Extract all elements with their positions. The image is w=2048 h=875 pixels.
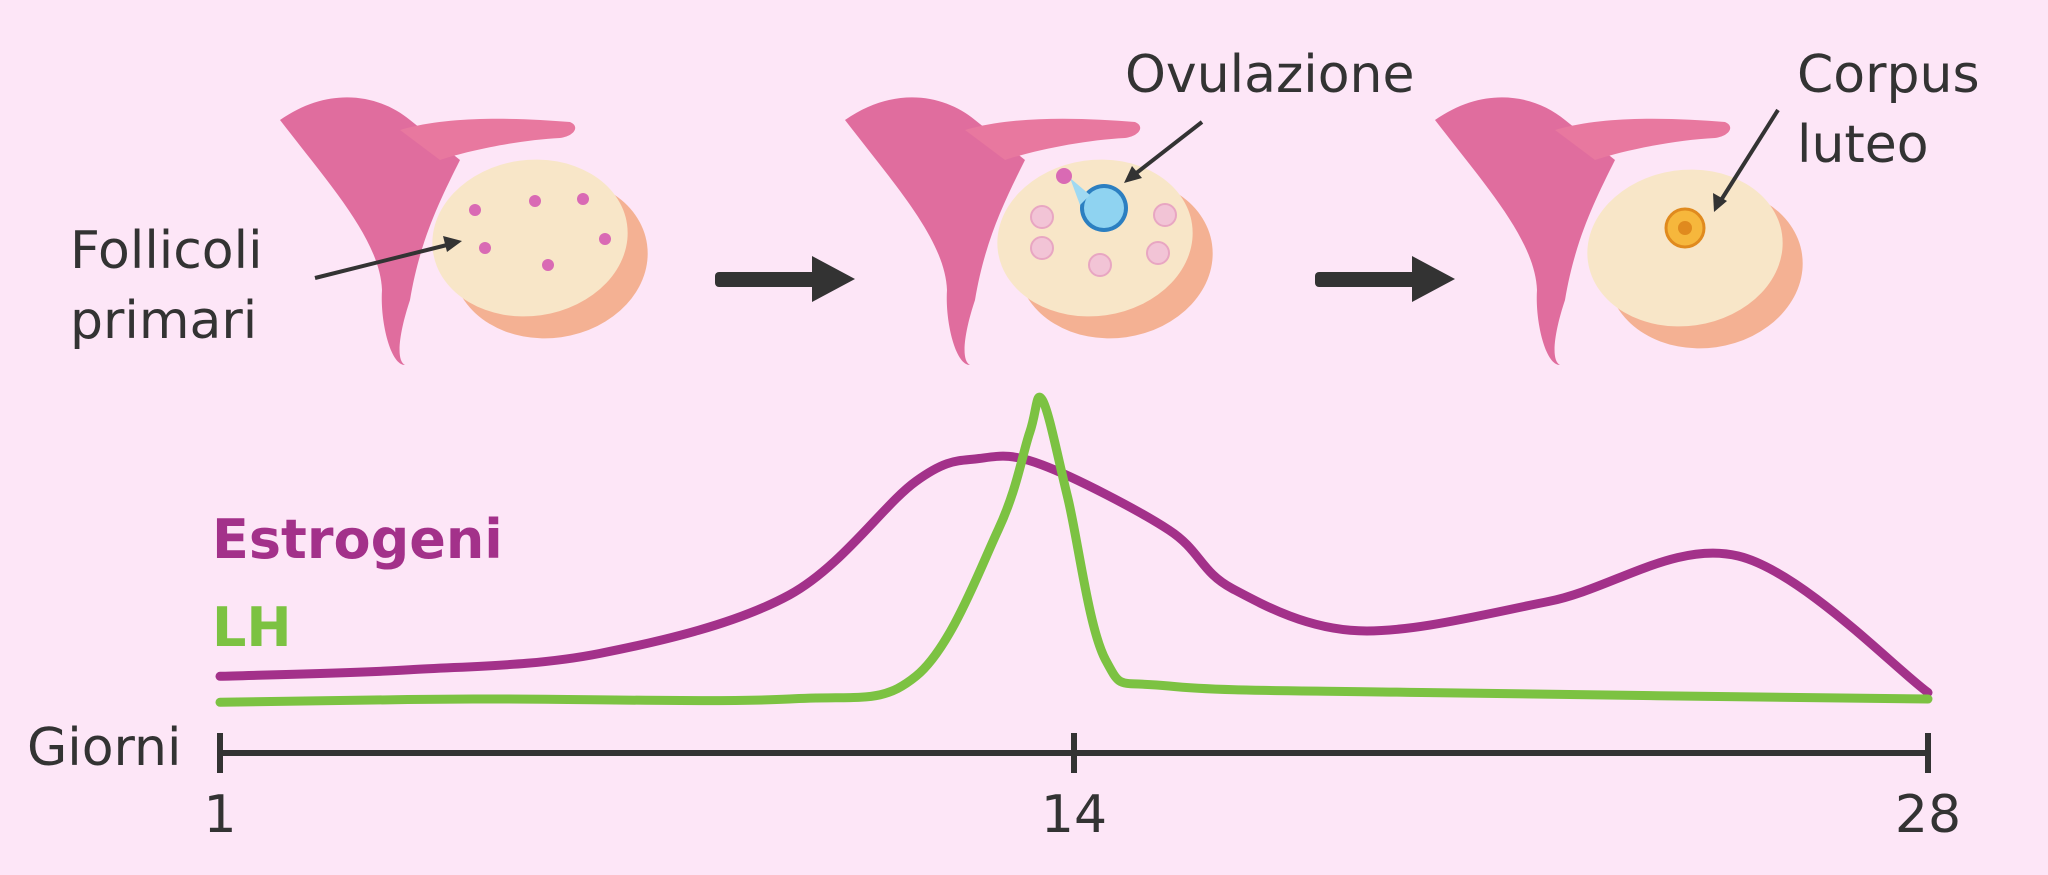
corpus-pointer bbox=[1716, 108, 1780, 207]
ovary-ovulation bbox=[845, 97, 1213, 365]
callout-arrowheads bbox=[443, 166, 1727, 252]
tick-label-28: 28 bbox=[1895, 785, 1961, 845]
callout-lines bbox=[314, 108, 1780, 280]
follicles-pointer bbox=[314, 241, 456, 280]
corpus-label-line1: Corpus bbox=[1797, 45, 1980, 105]
process-arrow-2 bbox=[1315, 256, 1455, 302]
ovary-primary-follicles bbox=[280, 97, 648, 365]
hormone-chart bbox=[215, 392, 1933, 707]
corpus-label-line2: luteo bbox=[1797, 115, 1929, 175]
follicles-label-line1: Follicoli bbox=[70, 221, 263, 281]
ovulation-label: Ovulazione bbox=[1125, 45, 1414, 105]
ovulation-pointer bbox=[1128, 120, 1204, 180]
legend-lh: LH bbox=[212, 596, 292, 659]
x-axis-label: Giorni bbox=[27, 718, 181, 778]
legend-estrogen: Estrogeni bbox=[212, 508, 503, 571]
tick-label-1: 1 bbox=[203, 785, 236, 845]
developing-follicles bbox=[1030, 203, 1177, 277]
corpus-luteum bbox=[1664, 207, 1706, 249]
follicles-label-line2: primari bbox=[70, 291, 257, 351]
tick-label-14: 14 bbox=[1041, 785, 1107, 845]
process-arrow-1 bbox=[715, 256, 855, 302]
lh-series-line bbox=[215, 392, 1933, 707]
estrogen-series-line bbox=[215, 451, 1933, 697]
ruptured-follicle bbox=[1056, 168, 1128, 232]
ovary-corpus-luteum bbox=[1435, 97, 1803, 365]
primary-follicle-dots bbox=[469, 193, 611, 271]
x-axis bbox=[217, 733, 1931, 773]
